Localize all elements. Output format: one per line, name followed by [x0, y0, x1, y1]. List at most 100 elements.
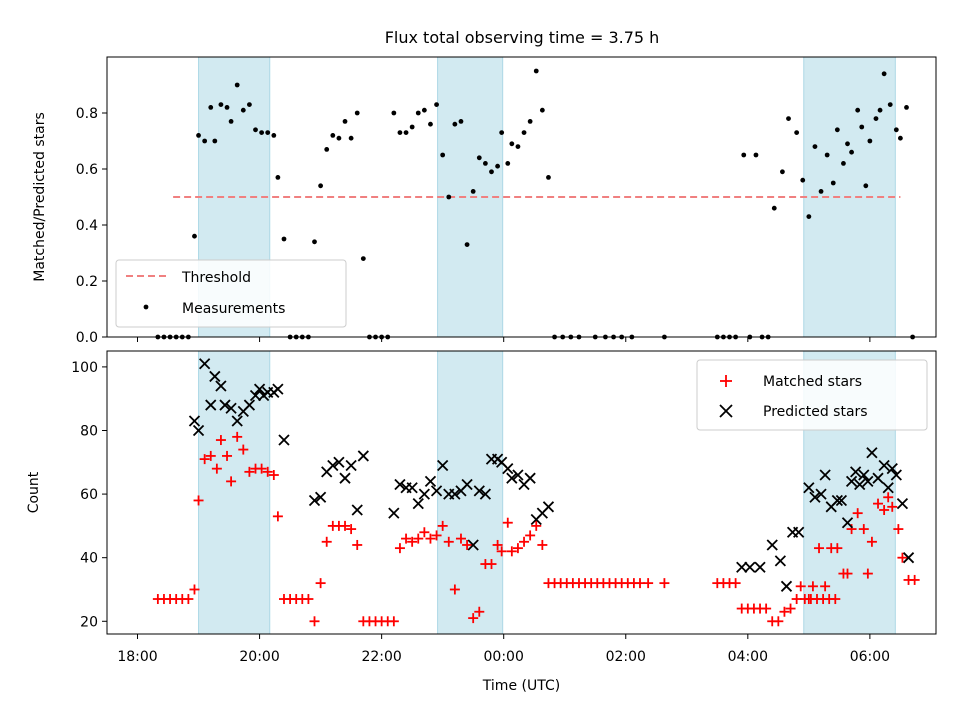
measurement-point [867, 138, 873, 144]
matched-star-point [474, 606, 485, 617]
matched-star-point [205, 450, 216, 461]
predicted-star-point [253, 383, 266, 395]
predicted-star-point [479, 488, 492, 500]
predicted-marker-b [215, 380, 227, 392]
measurement-point [771, 205, 777, 211]
predicted-star-point [793, 526, 805, 538]
predicted-star-point [209, 370, 221, 383]
predicted-star-point [314, 491, 327, 503]
top-axes-frame [106, 56, 937, 338]
measurement-point [818, 189, 824, 194]
matched-star-point [315, 578, 326, 589]
predicted-star-point [890, 469, 902, 481]
predicted-star-point [819, 469, 831, 481]
top-legend: Threshold Measurements [115, 259, 347, 328]
predicted-marker-b [886, 463, 898, 475]
predicted-marker-b [333, 456, 345, 468]
top-legend-box [115, 259, 347, 328]
predicted-marker-b [512, 469, 524, 481]
predicted-marker-b [780, 580, 793, 592]
measurement-point [324, 147, 330, 152]
top-panel-ratio: 0.00.20.40.60.8 Matched/Predicted stars … [32, 56, 937, 346]
predicted-star-point [430, 485, 443, 497]
matched-star-point [862, 568, 873, 579]
measurement-point [259, 130, 265, 136]
matched-star-point [189, 584, 200, 595]
predicted-marker-b [272, 383, 284, 395]
predicted-star-point [231, 415, 243, 427]
predicted-marker-b [809, 491, 821, 503]
predicted-star-point [249, 389, 262, 402]
measurement-point [440, 152, 446, 158]
matched-star-point [211, 463, 222, 474]
measurement-point [741, 152, 747, 158]
measurement-point [409, 124, 415, 130]
predicted-star-point [199, 358, 211, 370]
predicted-marker-b [430, 485, 443, 497]
matched-star-point [659, 578, 670, 589]
measurement-point [800, 177, 806, 183]
matched-stars-series [152, 431, 920, 627]
measurement-point [834, 127, 840, 133]
matched-star-point [346, 524, 357, 535]
predicted-star-point [219, 399, 231, 411]
y-tick-label: 60 [80, 487, 98, 503]
matched-star-point [407, 536, 418, 547]
predicted-marker-b [199, 358, 211, 370]
predicted-star-point [882, 482, 894, 494]
predicted-star-point [502, 463, 514, 475]
measurement-point [336, 135, 342, 141]
measurement-point [873, 116, 879, 121]
measurement-point [521, 130, 527, 136]
matched-star-point [419, 527, 430, 538]
matched-star-point [730, 578, 741, 589]
predicted-marker-b [345, 459, 357, 472]
top-axis-ticks: 0.0 0.2 0.4 0.6 0.8 [76, 106, 871, 346]
matched-star-point [183, 594, 194, 605]
legend-matched-label: Matched stars [763, 374, 862, 390]
predicted-star-point [205, 399, 217, 411]
predicted-marker-b [327, 459, 339, 472]
matched-star-point [340, 520, 351, 531]
matched-star-point [431, 530, 442, 541]
predicted-star-point [854, 478, 866, 491]
matched-star-point [226, 476, 237, 487]
measurement-point [360, 256, 366, 261]
predicted-star-point [225, 402, 237, 414]
y-tick-label: 0.8 [76, 106, 98, 122]
matched-star-point [773, 616, 784, 627]
predicted-marker-b [249, 389, 262, 402]
measurement-point [212, 138, 218, 144]
legend-matched-swatch [720, 375, 732, 387]
matched-star-point [309, 616, 320, 627]
measurement-point [247, 102, 252, 107]
matched-star-point [852, 508, 863, 519]
measurement-point [505, 161, 511, 166]
bottom-panel-counts: 20 40 60 80 100 18:00 20:00 22:00 00:00 02:00 04:0… [26, 350, 937, 694]
measurement-point [265, 130, 271, 136]
predicted-marker-b [803, 482, 815, 494]
measurement-point [806, 214, 812, 220]
predicted-star-point [437, 459, 449, 472]
predicted-star-point [744, 561, 756, 573]
predicted-star-point [351, 504, 363, 516]
predicted-marker-b [850, 466, 862, 478]
predicted-star-point [902, 552, 915, 564]
predicted-star-point [278, 434, 290, 446]
matched-star-point [803, 594, 814, 605]
matched-star-point [256, 463, 267, 474]
predicted-star-point [850, 466, 862, 478]
predicted-marker-b [819, 469, 831, 481]
y-tick-label: 20 [80, 614, 98, 630]
matched-star-point [502, 517, 513, 528]
matched-star-point [531, 520, 542, 531]
measurement-point [192, 233, 197, 239]
predicted-marker-b [878, 459, 890, 472]
matched-star-point [820, 581, 831, 592]
predicted-marker-b [766, 539, 778, 551]
predicted-star-point [418, 488, 430, 500]
measurement-point [403, 130, 409, 136]
predicted-marker-b [388, 507, 400, 519]
predicted-star-point [736, 561, 748, 573]
y-tick-label: 100 [71, 360, 98, 376]
